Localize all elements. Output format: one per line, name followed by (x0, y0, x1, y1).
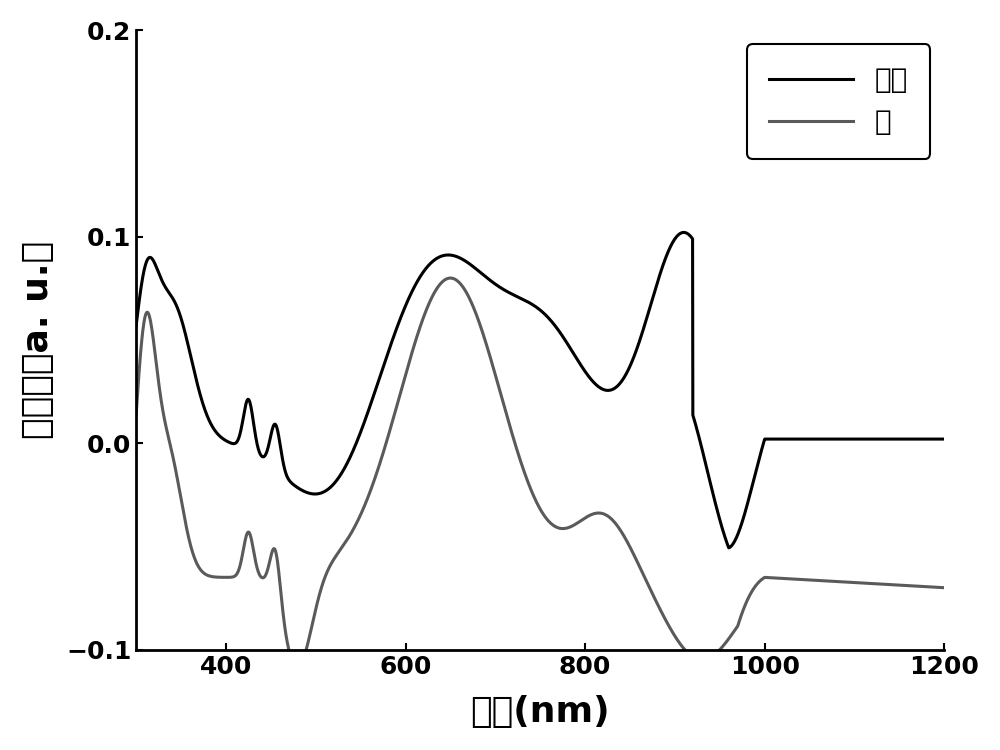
Legend: 溶液, 膜: 溶液, 膜 (747, 44, 930, 158)
膜 (222, 573, 234, 582)
溶液 (440, 251, 452, 260)
溶液 (938, 434, 950, 443)
Line: 膜: 膜 (136, 278, 944, 667)
膜 (938, 584, 950, 592)
Y-axis label: 吸收率（a. u.）: 吸收率（a. u.） (21, 241, 55, 439)
膜 (440, 274, 452, 284)
膜 (291, 662, 303, 671)
溶液 (836, 434, 848, 443)
溶液 (270, 422, 282, 430)
膜 (130, 410, 142, 419)
溶液 (923, 434, 935, 443)
溶液 (130, 321, 142, 330)
溶液 (678, 228, 690, 237)
溶液 (475, 268, 487, 278)
X-axis label: 波长(nm): 波长(nm) (470, 695, 610, 729)
膜 (476, 325, 488, 334)
溶液 (222, 437, 234, 446)
Line: 溶液: 溶液 (136, 232, 944, 548)
膜 (836, 578, 848, 586)
膜 (444, 274, 456, 283)
溶液 (723, 543, 735, 552)
膜 (270, 550, 282, 559)
膜 (923, 582, 935, 591)
